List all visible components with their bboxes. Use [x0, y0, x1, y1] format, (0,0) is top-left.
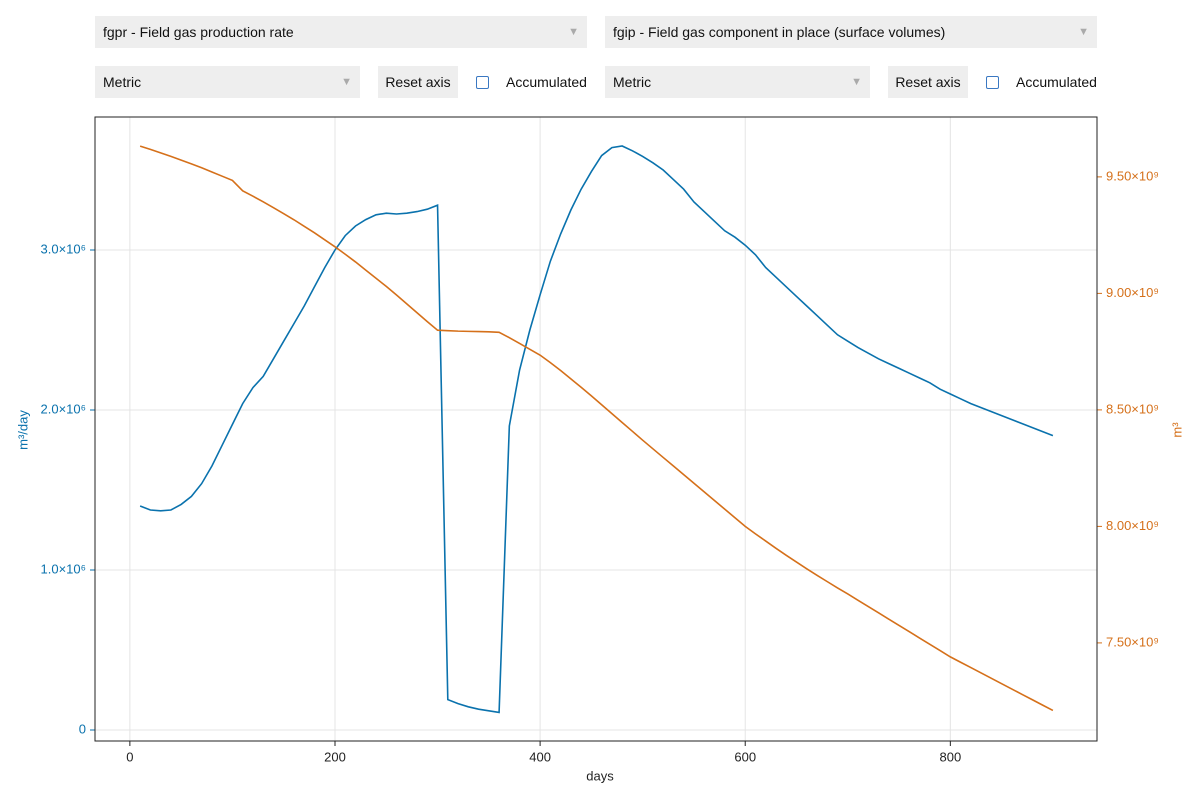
- checkbox-label[interactable]: Accumulated: [1016, 74, 1097, 90]
- series-line: [139, 145, 1054, 712]
- dropdown-arrow: ▼: [851, 76, 862, 88]
- dropdown[interactable]: Metric ▼: [95, 66, 360, 98]
- y2-axis-label: m³: [1169, 422, 1184, 438]
- dropdown-arrow: ▼: [568, 26, 579, 38]
- reset-button[interactable]: Reset axis: [378, 66, 458, 98]
- dropdown-text: Metric: [613, 74, 652, 90]
- dropdown-text: fgip - Field gas component in place (sur…: [613, 24, 946, 40]
- dropdown-text: Metric: [103, 74, 142, 90]
- dropdown-arrow: ▼: [1078, 26, 1089, 38]
- y2-tick-label: 7.50×10⁹: [1106, 634, 1159, 649]
- y-axis-label: m³/day: [15, 410, 30, 450]
- x-axis-label: days: [586, 768, 614, 783]
- dropdown[interactable]: fgpr - Field gas production rate ▼: [95, 16, 587, 48]
- x-tick-label: 200: [324, 749, 346, 764]
- checkbox-label[interactable]: Accumulated: [506, 74, 587, 90]
- checkbox[interactable]: [986, 76, 999, 89]
- plot-frame: [94, 116, 1098, 742]
- y2-tick-label: 8.50×10⁹: [1106, 401, 1159, 416]
- series-line: [139, 145, 1054, 714]
- dropdown-text: fgpr - Field gas production rate: [103, 24, 294, 40]
- x-tick-label: 400: [529, 749, 551, 764]
- dropdown[interactable]: fgip - Field gas component in place (sur…: [605, 16, 1097, 48]
- x-tick-label: 800: [939, 749, 961, 764]
- dropdown[interactable]: Metric ▼: [605, 66, 870, 98]
- y2-tick-label: 9.00×10⁹: [1106, 285, 1159, 300]
- y-tick-label: 1.0×10⁶: [41, 561, 86, 576]
- x-tick-label: 600: [734, 749, 756, 764]
- y-tick-label: 3.0×10⁶: [41, 241, 86, 256]
- y2-tick-label: 8.00×10⁹: [1106, 518, 1159, 533]
- x-tick-label: 0: [126, 749, 133, 764]
- y-tick-label: 0: [79, 721, 86, 736]
- y2-tick-label: 9.50×10⁹: [1106, 168, 1159, 183]
- dropdown-arrow: ▼: [341, 76, 352, 88]
- y-tick-label: 2.0×10⁶: [41, 401, 86, 416]
- reset-button[interactable]: Reset axis: [888, 66, 968, 98]
- checkbox[interactable]: [476, 76, 489, 89]
